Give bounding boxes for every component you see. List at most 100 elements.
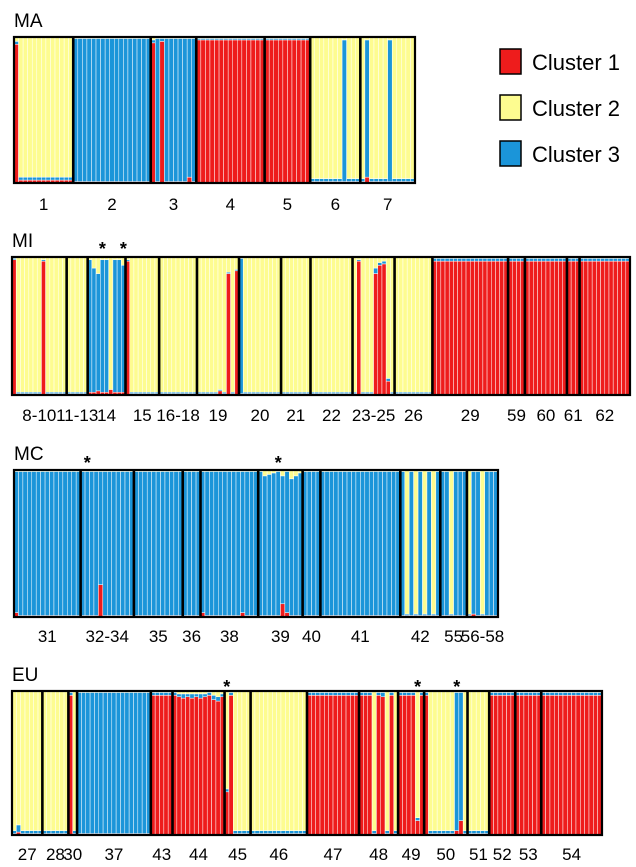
bar-mi-8-10-7-cluster-2 [36, 256, 42, 393]
bar-ma-4-4-cluster-1 [209, 39, 215, 184]
bar-ma-1-8-cluster-2 [45, 36, 51, 178]
bar-mi-29-4-cluster-1 [444, 260, 450, 396]
bar-ma-5-8-cluster-1 [296, 39, 302, 184]
group-label-mi-8-10: 8-10 [22, 406, 56, 425]
bar-ma-1-2-cluster-2 [18, 36, 24, 178]
bar-mc-32-34-8-cluster-3 [111, 471, 117, 616]
bar-mc-41-2-cluster-3 [324, 471, 330, 616]
bar-eu-46-7-cluster-2 [276, 690, 282, 831]
bar-mi-29-14-cluster-1 [486, 260, 492, 396]
bar-mc-38-12-cluster-3 [249, 471, 255, 616]
bar-mc-41-4-cluster-3 [333, 471, 339, 616]
bar-mi-16-18-4-cluster-2 [171, 256, 177, 393]
bar-ma-2-9-cluster-3 [109, 38, 115, 182]
bar-eu-48-4-cluster-2 [371, 690, 377, 831]
bar-mi-23-25-8-cluster-3 [381, 260, 387, 265]
bar-mi-14-8-cluster-3 [116, 259, 122, 393]
bar-mi-60-2-cluster-3 [528, 258, 534, 262]
bar-eu-50-2-cluster-3 [428, 830, 434, 834]
bar-mc-35-10-cluster-3 [173, 471, 179, 616]
bar-mi-23-25-8-cluster-1 [381, 263, 387, 396]
bar-mi-22-2-cluster-2 [314, 256, 320, 393]
bar-mc-42-6-cluster-2 [422, 469, 428, 615]
bar-mi-19-9-cluster-2 [230, 256, 236, 393]
bar-eu-50-9-cluster-1 [458, 820, 464, 836]
bar-eu-54-6-cluster-1 [562, 695, 568, 836]
bar-mi-8-10-5-cluster-2 [28, 256, 34, 393]
group-label-eu-28: 28 [46, 845, 65, 864]
bar-eu-43-2-cluster-1 [154, 695, 160, 836]
bar-eu-37-2-cluster-3 [81, 692, 87, 834]
bar-ma-4-6-cluster-1 [218, 39, 224, 184]
bar-eu-49-2-cluster-3 [402, 692, 408, 696]
bar-eu-54-13-cluster-3 [593, 692, 598, 696]
group-label-mc-36: 36 [182, 627, 201, 646]
bar-mc-41-15-cluster-3 [382, 471, 388, 616]
bar-eu-46-10-cluster-2 [289, 690, 295, 831]
bar-eu-50-9-cluster-3 [458, 692, 464, 821]
bar-ma-7-6-cluster-2 [382, 36, 388, 179]
bar-mi-19-2-cluster-2 [200, 256, 206, 393]
bar-mi-15-2-cluster-2 [129, 256, 135, 393]
bar-eu-28-2-cluster-2 [46, 690, 52, 831]
bar-ma-4-9-cluster-1 [232, 39, 238, 184]
bar-eu-44-9-cluster-1 [206, 695, 212, 836]
bar-mi-26-4-cluster-2 [406, 256, 412, 393]
bar-eu-44-6-cluster-3 [193, 693, 199, 698]
bar-ma-4-8-cluster-1 [227, 39, 233, 184]
bar-mi-21-6-cluster-2 [301, 256, 307, 393]
bar-eu-44-5-cluster-3 [189, 693, 195, 699]
bar-mi-23-25-9-cluster-1 [385, 380, 391, 396]
bar-eu-37-15-cluster-3 [137, 692, 143, 834]
bar-ma-6-4-cluster-2 [323, 36, 329, 179]
bar-eu-47-6-cluster-3 [328, 692, 334, 696]
bar-ma-6-5-cluster-3 [328, 178, 334, 182]
bar-mc-31-13-cluster-3 [67, 471, 72, 616]
bar-ma-7-8-cluster-3 [391, 178, 398, 182]
bar-mc-39-7-cluster-3 [284, 471, 290, 613]
bar-mc-35-8-cluster-3 [164, 471, 170, 616]
group-label-mi-19: 19 [209, 406, 228, 425]
bar-eu-44-8-cluster-1 [202, 696, 208, 836]
bar-mi-62-11-cluster-1 [621, 260, 627, 396]
panel-label-mc: MC [14, 444, 44, 465]
bar-ma-5-4-cluster-1 [278, 39, 284, 184]
bar-eu-52-3-cluster-1 [497, 695, 503, 836]
bar-eu-37-4-cluster-3 [89, 692, 95, 834]
bar-mi-62-3-cluster-1 [587, 260, 593, 396]
bar-mi-23-25-5-cluster-2 [369, 256, 374, 393]
bar-mi-62-10-cluster-1 [617, 260, 622, 396]
bar-eu-54-5-cluster-3 [558, 692, 564, 696]
bar-mi-8-10-4-cluster-2 [24, 256, 30, 393]
bar-eu-53-4-cluster-3 [528, 692, 533, 696]
bar-ma-3-5-cluster-3 [168, 38, 174, 182]
bar-mc-41-10-cluster-3 [360, 471, 366, 616]
bar-eu-27-6-cluster-3 [33, 830, 39, 834]
bar-mi-60-7-cluster-3 [549, 258, 555, 262]
significance-star-mc-4: * [275, 453, 282, 473]
bar-eu-44-11-cluster-3 [215, 696, 221, 702]
bar-mi-8-10-8-cluster-1 [41, 260, 46, 396]
bar-eu-54-5-cluster-1 [558, 695, 564, 836]
bar-eu-44-8-cluster-3 [202, 693, 208, 698]
bar-mc-55-4-cluster-3 [453, 471, 459, 616]
bar-mi-29-9-cluster-1 [465, 260, 471, 396]
bar-eu-37-6-cluster-3 [98, 692, 104, 834]
bar-mi-60-7-cluster-1 [549, 260, 555, 396]
group-label-mi-11-13: 11-13 [56, 406, 98, 425]
bar-mc-39-2-cluster-3 [262, 475, 268, 616]
bar-mc-40-2-cluster-3 [306, 471, 312, 616]
bar-mc-35-2-cluster-3 [138, 471, 144, 616]
bar-ma-7-4-cluster-3 [373, 178, 379, 182]
group-label-eu-45: 45 [228, 845, 247, 864]
bar-eu-47-8-cluster-1 [337, 695, 342, 836]
bar-mc-41-8-cluster-3 [351, 471, 357, 616]
bar-eu-47-2-cluster-3 [311, 692, 316, 696]
bar-eu-52-2-cluster-1 [493, 695, 499, 836]
bar-eu-52-4-cluster-1 [501, 695, 507, 836]
bar-mi-14-3-cluster-2 [95, 256, 101, 274]
group-label-mi-59: 59 [507, 406, 526, 425]
bar-eu-46-8-cluster-3 [280, 830, 286, 834]
bar-ma-4-14-cluster-1 [255, 39, 261, 184]
bar-mi-14-3-cluster-3 [95, 273, 101, 392]
